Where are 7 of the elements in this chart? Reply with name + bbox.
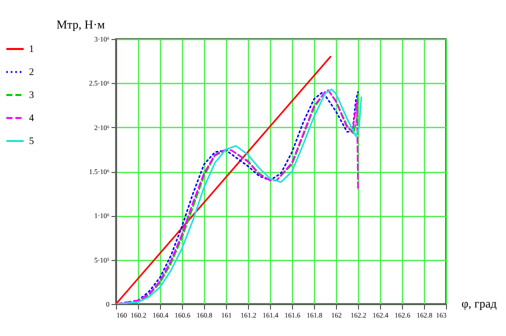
legend-label: 4 xyxy=(29,113,34,124)
y-axis-title: Mтр, Н·м xyxy=(56,18,106,32)
x-axis-title: φ, град xyxy=(462,296,497,310)
legend-label: 5 xyxy=(29,136,34,147)
legend-label: 1 xyxy=(29,44,34,55)
legend-label: 2 xyxy=(29,67,34,78)
legend-label: 3 xyxy=(29,90,34,101)
